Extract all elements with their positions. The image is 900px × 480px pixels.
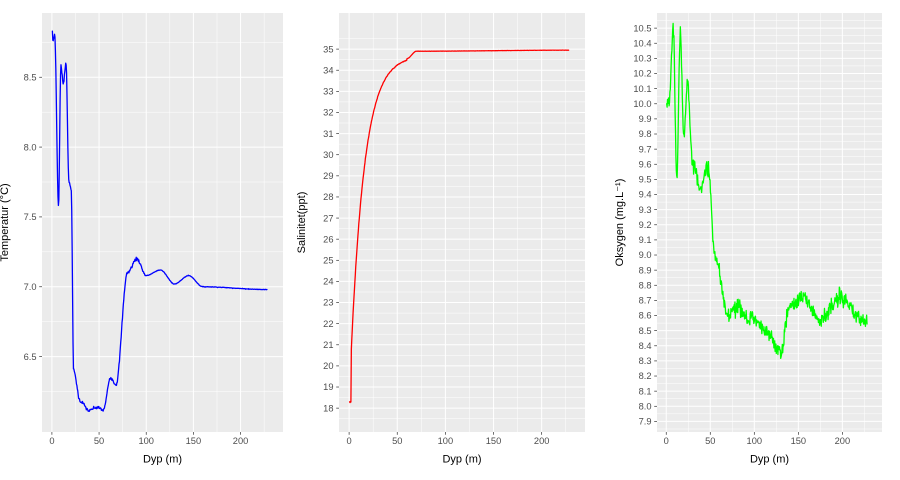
svg-text:100: 100	[138, 436, 154, 446]
svg-text:9.2: 9.2	[639, 220, 652, 230]
svg-text:8.5: 8.5	[24, 72, 37, 82]
svg-text:8.1: 8.1	[639, 386, 652, 396]
svg-text:8.6: 8.6	[639, 311, 652, 321]
svg-text:150: 150	[791, 436, 807, 446]
svg-text:18: 18	[323, 403, 333, 413]
svg-text:Dyp (m): Dyp (m)	[143, 454, 182, 466]
svg-text:33: 33	[323, 87, 333, 97]
svg-text:28: 28	[323, 192, 333, 202]
svg-text:8.5: 8.5	[639, 326, 652, 336]
svg-text:Temperatur (°C): Temperatur (°C)	[0, 183, 11, 261]
svg-text:10.3: 10.3	[633, 54, 651, 64]
svg-text:8.2: 8.2	[639, 371, 652, 381]
svg-text:34: 34	[323, 65, 333, 75]
svg-text:6.5: 6.5	[24, 352, 37, 362]
svg-text:9.5: 9.5	[639, 175, 652, 185]
svg-text:Oksygen (mg.L⁻¹): Oksygen (mg.L⁻¹)	[614, 179, 626, 267]
svg-text:27: 27	[323, 213, 333, 223]
svg-text:50: 50	[705, 436, 715, 446]
svg-text:26: 26	[323, 234, 333, 244]
svg-text:10.5: 10.5	[633, 23, 651, 33]
svg-text:10.4: 10.4	[633, 38, 651, 48]
svg-text:Dyp (m): Dyp (m)	[750, 454, 789, 466]
svg-text:9.3: 9.3	[639, 205, 652, 215]
svg-text:7.9: 7.9	[639, 417, 652, 427]
svg-text:150: 150	[486, 436, 502, 446]
svg-text:8.7: 8.7	[639, 296, 652, 306]
svg-text:50: 50	[392, 436, 402, 446]
svg-text:9.9: 9.9	[639, 114, 652, 124]
svg-text:21: 21	[323, 340, 333, 350]
svg-text:150: 150	[186, 436, 202, 446]
svg-text:31: 31	[323, 129, 333, 139]
svg-text:24: 24	[323, 277, 333, 287]
svg-text:8.3: 8.3	[639, 356, 652, 366]
svg-text:200: 200	[233, 436, 249, 446]
svg-text:25: 25	[323, 256, 333, 266]
svg-text:7.5: 7.5	[24, 212, 37, 222]
svg-text:29: 29	[323, 171, 333, 181]
svg-text:0: 0	[664, 436, 669, 446]
svg-text:200: 200	[534, 436, 550, 446]
svg-text:10.2: 10.2	[633, 69, 651, 79]
svg-text:9.7: 9.7	[639, 144, 652, 154]
svg-text:9.8: 9.8	[639, 129, 652, 139]
svg-text:32: 32	[323, 108, 333, 118]
svg-text:22: 22	[323, 319, 333, 329]
svg-text:Dyp (m): Dyp (m)	[442, 454, 481, 466]
svg-text:9.4: 9.4	[639, 190, 652, 200]
svg-text:50: 50	[94, 436, 104, 446]
svg-text:10.0: 10.0	[633, 99, 651, 109]
svg-text:9.0: 9.0	[639, 250, 652, 260]
svg-text:9.1: 9.1	[639, 235, 652, 245]
svg-text:200: 200	[835, 436, 851, 446]
svg-text:Salinitet(ppt): Salinitet(ppt)	[296, 192, 308, 254]
svg-text:0: 0	[49, 436, 54, 446]
svg-text:9.6: 9.6	[639, 159, 652, 169]
svg-text:8.0: 8.0	[639, 401, 652, 411]
svg-text:0: 0	[347, 436, 352, 446]
svg-text:8.8: 8.8	[639, 280, 652, 290]
svg-text:23: 23	[323, 298, 333, 308]
svg-text:8.4: 8.4	[639, 341, 652, 351]
svg-text:8.0: 8.0	[24, 142, 37, 152]
svg-text:19: 19	[323, 382, 333, 392]
svg-text:35: 35	[323, 44, 333, 54]
svg-text:30: 30	[323, 150, 333, 160]
svg-text:100: 100	[747, 436, 763, 446]
svg-text:10.1: 10.1	[633, 84, 651, 94]
svg-text:20: 20	[323, 361, 333, 371]
svg-text:7.0: 7.0	[24, 282, 37, 292]
svg-text:100: 100	[438, 436, 454, 446]
svg-text:8.9: 8.9	[639, 265, 652, 275]
